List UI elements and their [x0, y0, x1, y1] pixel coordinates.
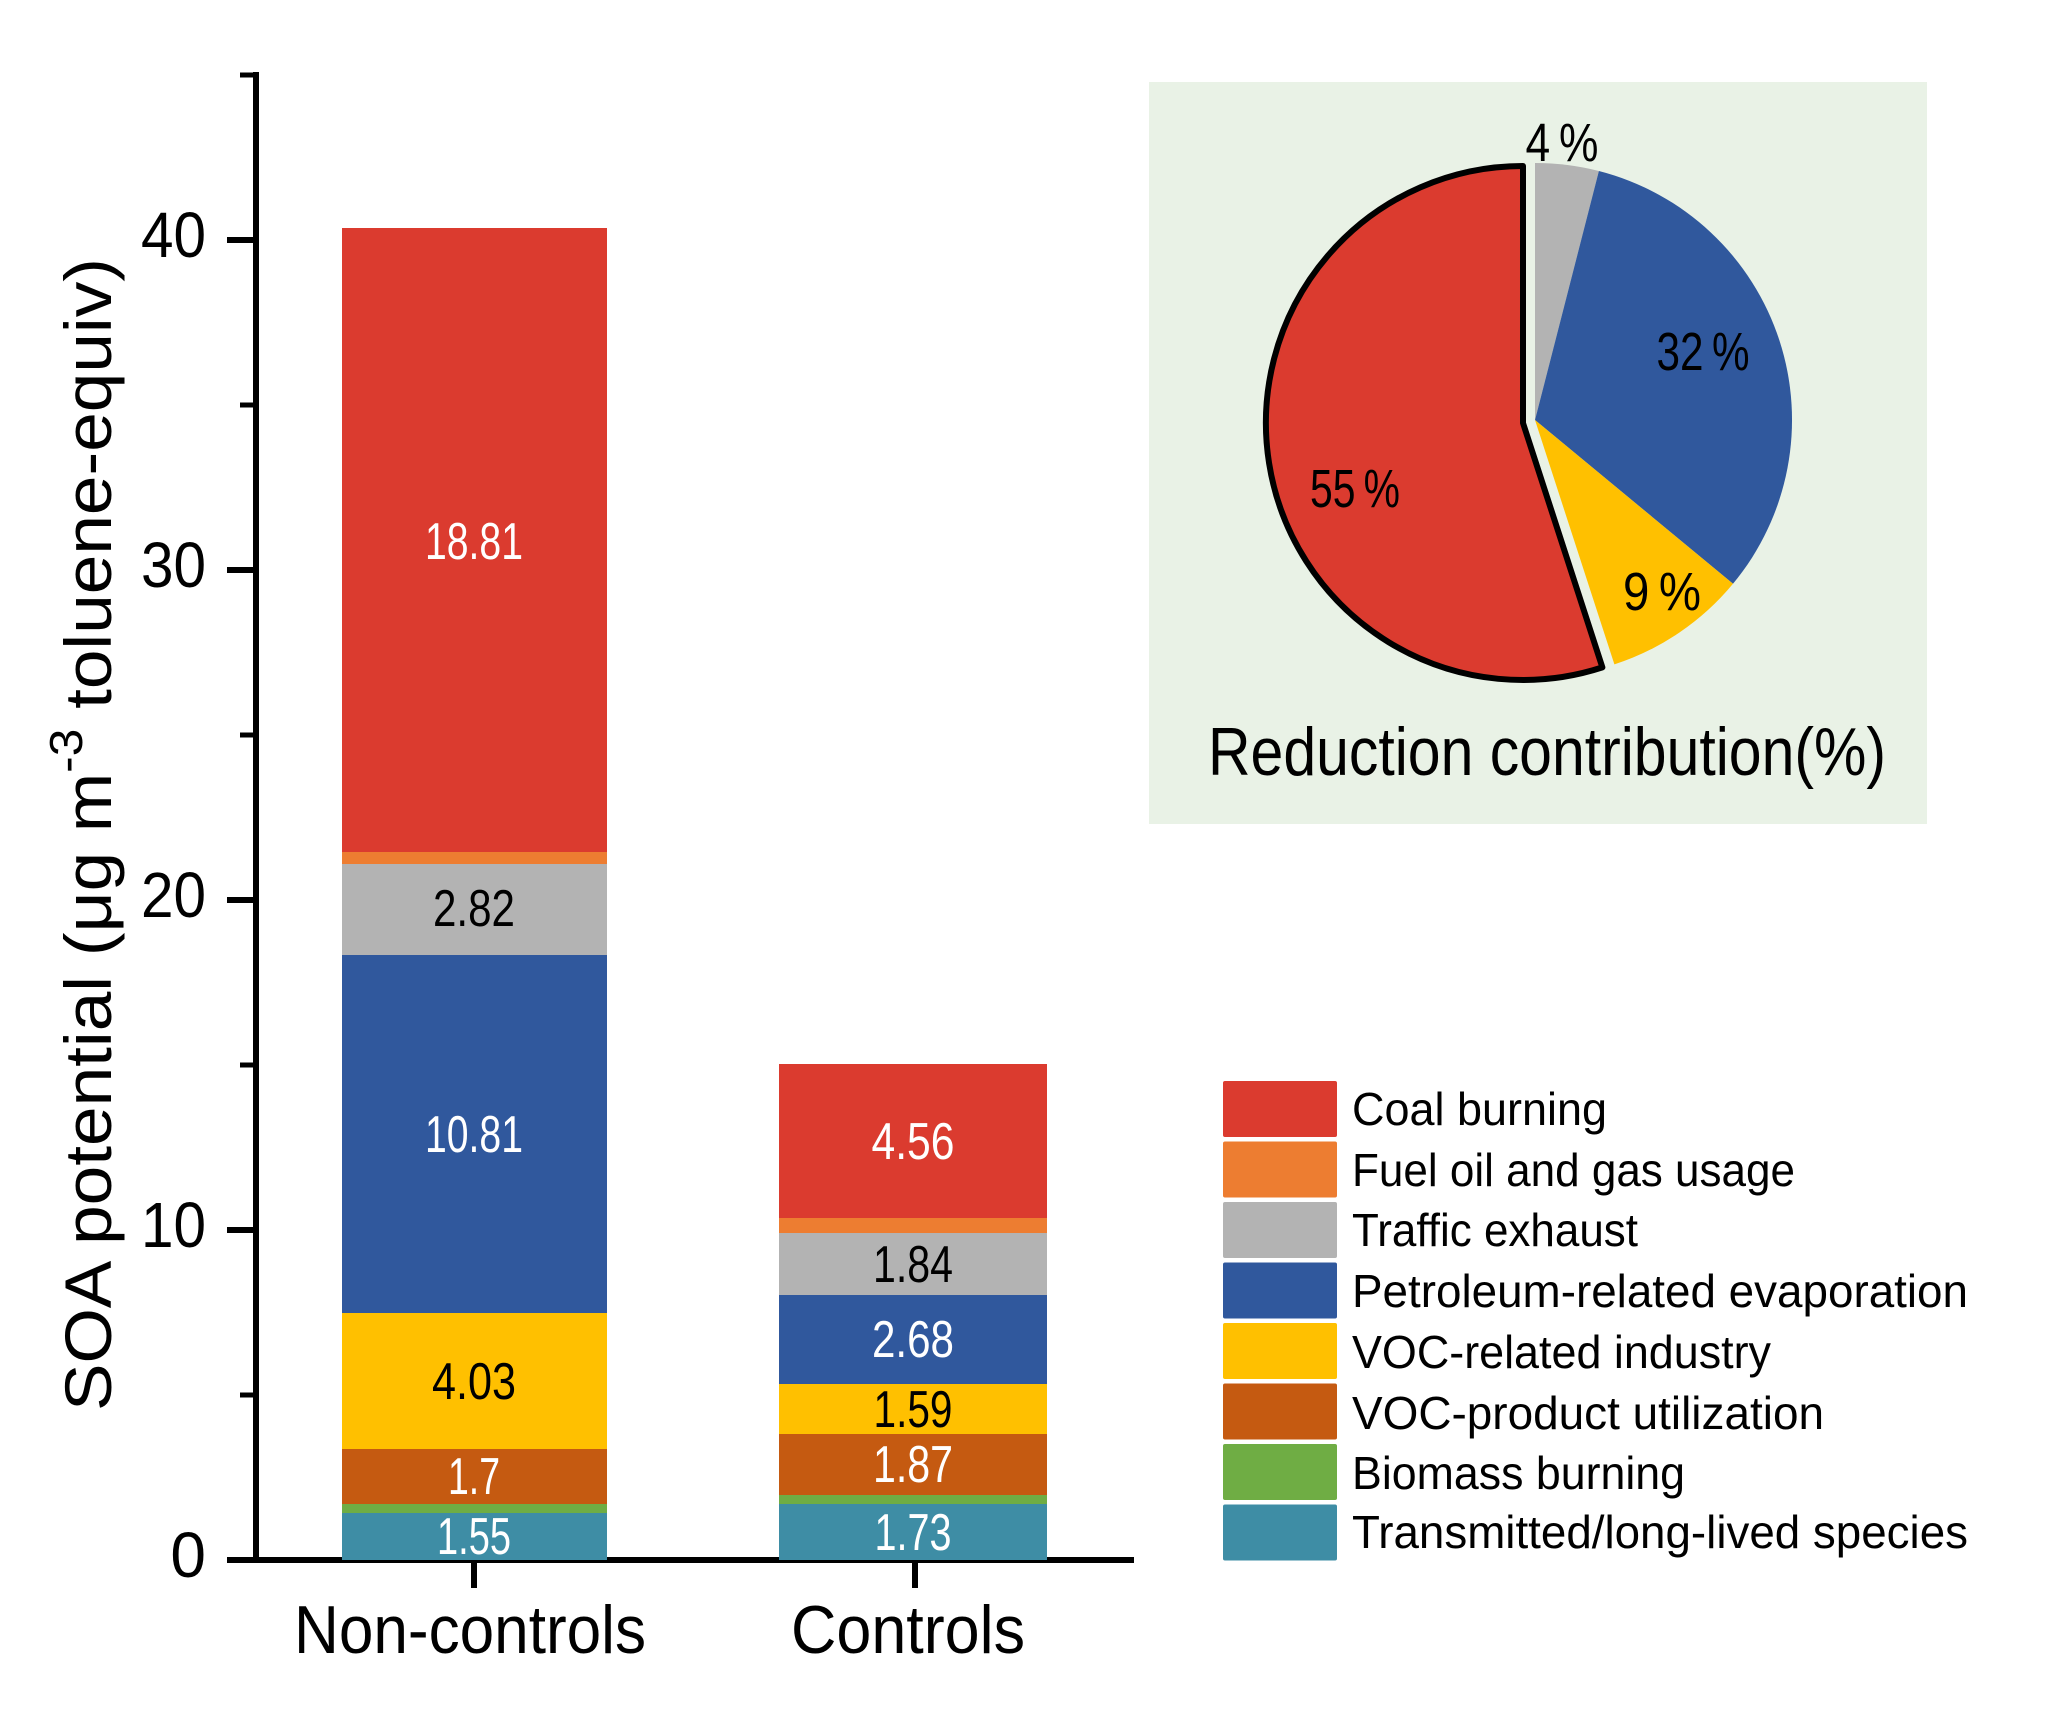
svg-text:Fuel oil and gas usage: Fuel oil and gas usage — [1352, 1144, 1795, 1196]
svg-text:30: 30 — [141, 529, 206, 601]
svg-text:4 %: 4 % — [1526, 113, 1599, 173]
svg-text:40: 40 — [141, 199, 206, 271]
svg-text:1.87: 1.87 — [873, 1436, 953, 1494]
svg-text:18.81: 18.81 — [425, 513, 523, 571]
svg-text:1.84: 1.84 — [873, 1236, 953, 1294]
svg-text:VOC-product utilization: VOC-product utilization — [1352, 1387, 1824, 1439]
svg-text:Controls: Controls — [791, 1592, 1025, 1668]
svg-text:Non-controls: Non-controls — [294, 1592, 646, 1668]
svg-text:Coal burning: Coal burning — [1352, 1083, 1607, 1135]
svg-text:Reduction contribution(%): Reduction contribution(%) — [1208, 714, 1886, 790]
svg-text:Traffic exhaust: Traffic exhaust — [1352, 1204, 1638, 1256]
svg-text:10: 10 — [141, 1189, 206, 1261]
svg-text:SOA potential (μg m-3 toluene-: SOA potential (μg m-3 toluene-equiv) — [40, 258, 125, 1411]
svg-text:55 %: 55 % — [1310, 459, 1400, 519]
svg-text:9 %: 9 % — [1623, 562, 1701, 622]
svg-text:1.73: 1.73 — [875, 1504, 952, 1562]
svg-text:32 %: 32 % — [1657, 322, 1750, 382]
svg-text:2.82: 2.82 — [433, 880, 515, 938]
svg-text:Biomass burning: Biomass burning — [1352, 1447, 1685, 1499]
svg-text:1.55: 1.55 — [437, 1508, 511, 1566]
svg-text:2.68: 2.68 — [872, 1311, 954, 1369]
svg-text:4.56: 4.56 — [872, 1113, 955, 1171]
svg-text:Transmitted/long-lived species: Transmitted/long-lived species — [1352, 1506, 1968, 1558]
svg-text:10.81: 10.81 — [425, 1106, 523, 1164]
svg-text:Petroleum-related evaporation: Petroleum-related evaporation — [1352, 1265, 1968, 1317]
svg-text:4.03: 4.03 — [432, 1353, 516, 1411]
svg-text:VOC-related industry: VOC-related industry — [1352, 1326, 1771, 1378]
svg-text:1.7: 1.7 — [448, 1448, 500, 1506]
svg-text:1.59: 1.59 — [874, 1381, 953, 1439]
svg-text:0: 0 — [170, 1519, 206, 1591]
svg-text:20: 20 — [141, 859, 206, 931]
